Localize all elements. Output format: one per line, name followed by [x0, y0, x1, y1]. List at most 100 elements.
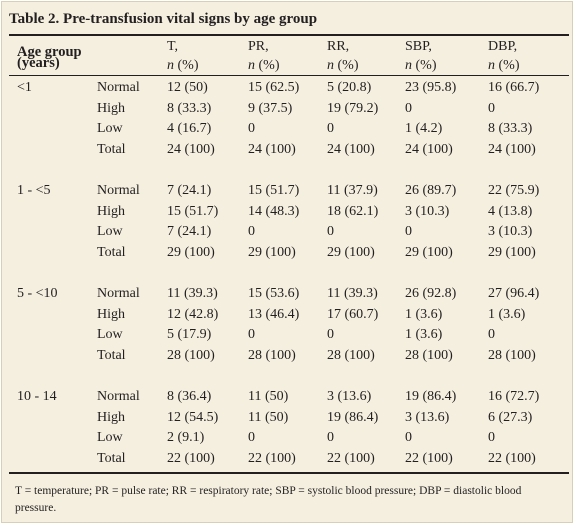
column-header: SBP, — [405, 39, 432, 54]
value-cell: 28 (100) — [405, 347, 453, 363]
value-cell: 11 (37.9) — [327, 183, 378, 198]
percent-label: (%) — [412, 58, 437, 73]
value-cell: 22 (100) — [327, 450, 375, 466]
status-label: Low — [97, 224, 123, 239]
value-cell: 0 — [488, 430, 495, 445]
value-cell: 9 (37.5) — [248, 100, 293, 116]
value-cell: 3 (10.3) — [405, 203, 450, 219]
value-cell: 24 (100) — [488, 141, 536, 157]
column-header: RR, — [327, 39, 350, 54]
value-cell: 0 — [327, 121, 334, 136]
value-cell: 1 (3.6) — [405, 327, 443, 342]
value-cell: 14 (48.3) — [248, 203, 300, 219]
value-cell: 0 — [488, 327, 495, 342]
value-cell: 22 (100) — [405, 450, 453, 466]
value-cell: 29 (100) — [248, 244, 296, 260]
n-label: n — [167, 58, 174, 73]
status-label: Normal — [97, 183, 140, 198]
value-cell: 7 (24.1) — [167, 224, 212, 239]
status-label: Total — [97, 347, 126, 363]
value-cell: 5 (17.9) — [167, 327, 212, 342]
value-cell: 27 (96.4) — [488, 286, 540, 301]
column-header: DBP, — [488, 39, 518, 54]
value-cell: 12 (50) — [167, 80, 208, 95]
status-label: High — [97, 409, 125, 425]
status-label: Low — [97, 327, 123, 342]
value-cell: 19 (86.4) — [327, 409, 379, 425]
header-rule — [9, 75, 569, 76]
value-cell: 17 (60.7) — [327, 306, 379, 322]
column-subheader: n (%) — [488, 58, 520, 74]
value-cell: 11 (39.3) — [167, 286, 218, 301]
value-cell: 13 (46.4) — [248, 306, 300, 322]
n-label: n — [327, 58, 334, 73]
value-cell: 0 — [248, 430, 255, 445]
value-cell: 11 (50) — [248, 389, 289, 404]
value-cell: 11 (39.3) — [327, 286, 378, 301]
value-cell: 29 (100) — [405, 244, 453, 260]
n-label: n — [248, 58, 255, 73]
status-label: Total — [97, 141, 126, 157]
value-cell: 0 — [327, 430, 334, 445]
value-cell: 7 (24.1) — [167, 183, 212, 198]
column-subheader: n (%) — [405, 58, 437, 74]
n-label: n — [488, 58, 495, 73]
value-cell: 19 (79.2) — [327, 100, 379, 116]
top-rule — [9, 34, 569, 36]
percent-label: (%) — [334, 58, 359, 73]
value-cell: 6 (27.3) — [488, 409, 533, 425]
value-cell: 15 (51.7) — [167, 203, 219, 219]
value-cell: 12 (42.8) — [167, 306, 219, 322]
value-cell: 4 (16.7) — [167, 121, 212, 136]
value-cell: 1 (3.6) — [488, 306, 526, 322]
n-label: n — [405, 58, 412, 73]
status-label: High — [97, 306, 125, 322]
value-cell: 0 — [405, 224, 412, 239]
value-cell: 0 — [248, 224, 255, 239]
value-cell: 24 (100) — [405, 141, 453, 157]
value-cell: 2 (9.1) — [167, 430, 205, 445]
age-group-header: Age group — [17, 44, 82, 60]
value-cell: 29 (100) — [488, 244, 536, 260]
value-cell: 19 (86.4) — [405, 389, 457, 404]
value-cell: 8 (33.3) — [488, 121, 533, 136]
value-cell: 18 (62.1) — [327, 203, 379, 219]
value-cell: 16 (72.7) — [488, 389, 540, 404]
value-cell: 8 (36.4) — [167, 389, 212, 404]
column-subheader: n (%) — [248, 58, 280, 74]
age-unit-header: (years) — [17, 55, 60, 71]
value-cell: 0 — [248, 327, 255, 342]
status-label: Low — [97, 121, 123, 136]
status-label: Low — [97, 430, 123, 445]
value-cell: 0 — [327, 327, 334, 342]
bottom-rule — [9, 472, 569, 474]
percent-label: (%) — [495, 58, 520, 73]
value-cell: 0 — [488, 100, 495, 116]
value-cell: 28 (100) — [488, 347, 536, 363]
value-cell: 16 (66.7) — [488, 80, 540, 95]
status-label: Normal — [97, 286, 140, 301]
column-subheader: n (%) — [167, 58, 199, 74]
value-cell: 23 (95.8) — [405, 80, 457, 95]
age-group-label: <1 — [17, 80, 32, 95]
column-subheader: n (%) — [327, 58, 359, 74]
status-label: Total — [97, 450, 126, 466]
value-cell: 3 (13.6) — [405, 409, 450, 425]
value-cell: 24 (100) — [167, 141, 215, 157]
value-cell: 1 (3.6) — [405, 306, 443, 322]
value-cell: 15 (53.6) — [248, 286, 300, 301]
value-cell: 3 (10.3) — [488, 224, 533, 239]
value-cell: 0 — [405, 430, 412, 445]
age-group-label: 5 - <10 — [17, 286, 58, 301]
value-cell: 1 (4.2) — [405, 121, 443, 136]
value-cell: 0 — [248, 121, 255, 136]
status-label: Total — [97, 244, 126, 260]
value-cell: 24 (100) — [327, 141, 375, 157]
value-cell: 22 (100) — [248, 450, 296, 466]
status-label: Normal — [97, 389, 140, 404]
value-cell: 11 (50) — [248, 409, 289, 425]
value-cell: 22 (100) — [167, 450, 215, 466]
value-cell: 26 (89.7) — [405, 183, 457, 198]
value-cell: 12 (54.5) — [167, 409, 219, 425]
